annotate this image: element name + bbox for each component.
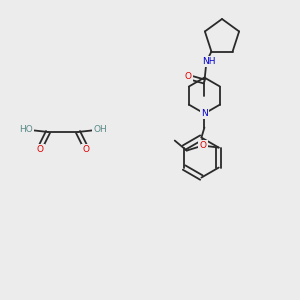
Text: NH: NH: [202, 57, 215, 66]
Text: O: O: [185, 72, 192, 81]
Text: O: O: [199, 141, 206, 150]
Text: N: N: [201, 109, 208, 118]
Text: OH: OH: [93, 124, 107, 134]
Text: O: O: [37, 146, 44, 154]
Text: O: O: [82, 146, 89, 154]
Text: HO: HO: [19, 124, 33, 134]
